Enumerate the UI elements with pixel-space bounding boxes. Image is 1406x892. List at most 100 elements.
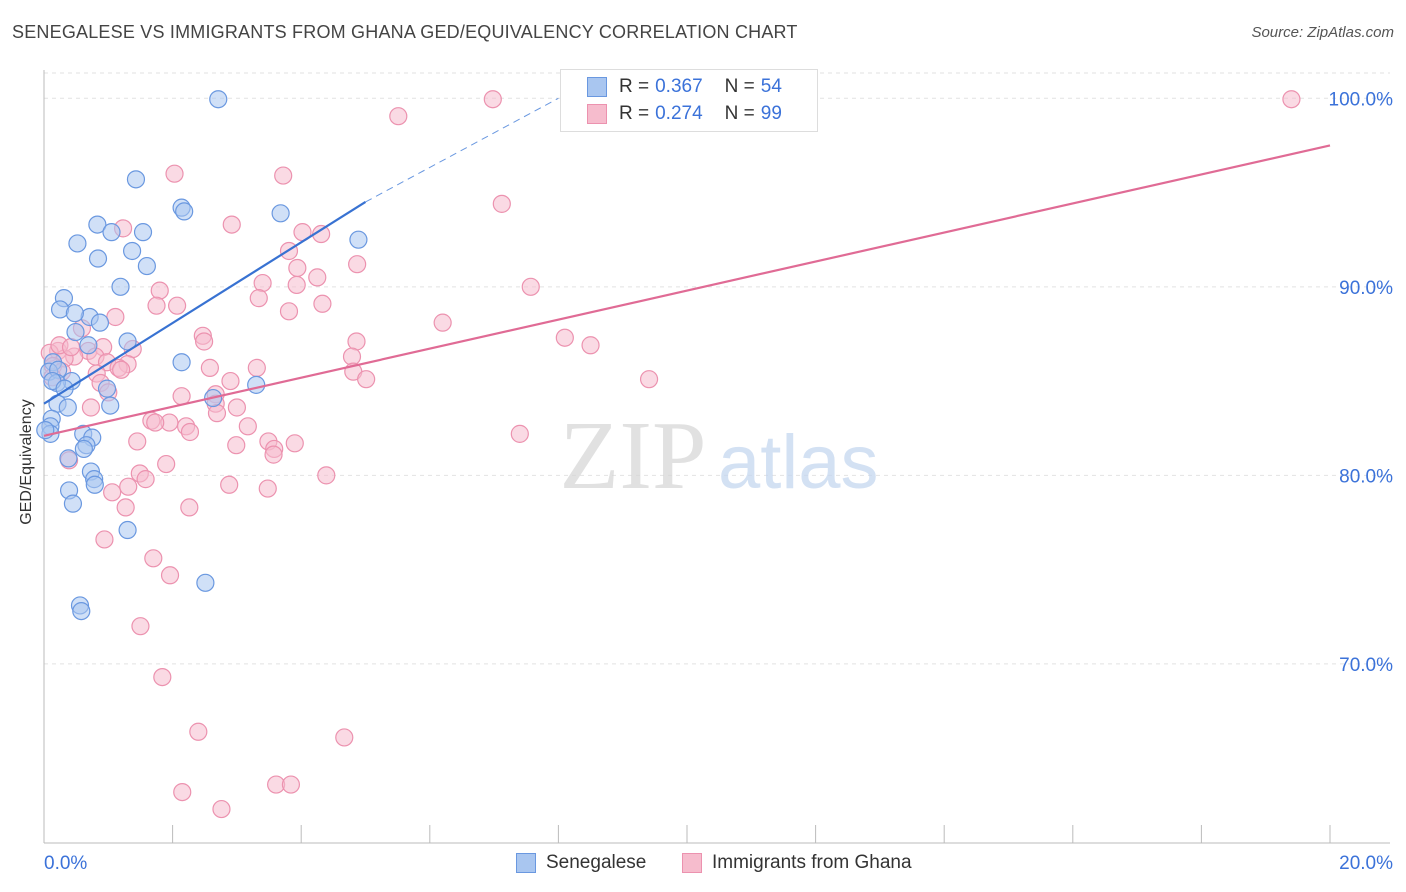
legend-r-value: 0.274 [655, 103, 703, 124]
legend: R = 0.367 N = 54 R = 0.274 N = 99 [560, 69, 818, 132]
legend-label-ghana: Immigrants from Ghana [712, 852, 912, 873]
senegalese-point [68, 234, 87, 253]
ghana-point [180, 422, 200, 442]
legend-n-value: 54 [760, 76, 782, 97]
ghana-point [173, 782, 192, 802]
ghana-point [1282, 90, 1301, 109]
senegalese-point [175, 202, 194, 221]
senegalese-point [85, 475, 104, 494]
senegalese-point [247, 375, 266, 394]
ghana-point [258, 479, 277, 498]
ghana-point [168, 296, 187, 315]
ghana-point [207, 404, 227, 423]
ghana-point [131, 617, 150, 636]
ghana-point [61, 338, 81, 357]
ghana-point [347, 332, 366, 351]
legend-item-ghana[interactable]: Immigrants from Ghana [682, 852, 912, 874]
ghana-point [119, 477, 138, 496]
ghana-point [510, 424, 529, 443]
senegalese-point [90, 313, 110, 332]
ghana-point [247, 358, 266, 377]
ghana-point [357, 370, 376, 389]
tick-labels: 70.0% 80.0% 90.0% 100.0% 0.0% 20.0% [44, 89, 1393, 874]
ghana-point [195, 332, 214, 351]
grid-lines [44, 72, 1390, 665]
y-tick-label: 80.0% [1339, 466, 1393, 487]
ghana-point [150, 281, 169, 300]
senegalese-point [111, 277, 130, 296]
legend-n-value: 99 [760, 103, 782, 124]
legend-swatch-blue [587, 77, 607, 97]
legend-swatch-blue [516, 853, 536, 873]
senegalese-point [65, 304, 84, 323]
ghana-point [317, 466, 336, 485]
senegalese-point [126, 170, 146, 189]
ghana-point [144, 549, 163, 568]
ghana-point [136, 470, 155, 489]
senegalese-point [66, 322, 85, 342]
senegalese-trendline [43, 201, 367, 405]
ghana-point [521, 277, 540, 296]
x-tick-label-max: 20.0% [1339, 853, 1393, 874]
senegalese-point [172, 353, 191, 372]
legend-r-label: R = [619, 103, 650, 124]
ghana-point [274, 166, 293, 185]
y-tick-label: 90.0% [1339, 278, 1393, 299]
ghana-point [581, 336, 600, 355]
ghana-point [146, 413, 165, 432]
ghana-point [95, 530, 114, 549]
ghana-point [285, 434, 304, 453]
ghana-point [112, 360, 131, 379]
bottom-legend: Senegalese Immigrants from Ghana [0, 852, 1406, 878]
senegalese-point [88, 249, 108, 268]
ghana-trendline [43, 144, 1331, 437]
legend-n-label: N = [724, 103, 755, 124]
senegalese-point [118, 520, 137, 540]
senegalese-point [122, 241, 142, 261]
senegalese-point [79, 336, 98, 355]
watermark-atlas: atlas [718, 420, 879, 505]
ghana-point [639, 370, 659, 389]
ghana-point [342, 347, 362, 366]
watermark-zip: ZIP [560, 402, 707, 510]
ghana-point [153, 667, 172, 687]
ghana-point [288, 258, 307, 278]
senegalese-point [50, 300, 70, 319]
ghana-point [492, 194, 511, 213]
senegalese-point [63, 494, 83, 513]
senegalese-point [72, 601, 91, 621]
ghana-point [555, 328, 574, 347]
ghana-point [433, 313, 452, 332]
legend-n-label: N = [724, 76, 755, 97]
ghana-point [147, 296, 166, 315]
ghana-point [212, 799, 231, 819]
ghana-point [335, 728, 354, 747]
ghana-point [313, 294, 332, 313]
legend-swatch-pink [587, 104, 607, 124]
ghana-point [160, 566, 180, 585]
senegalese-point [74, 439, 93, 459]
x-tick-label-min: 0.0% [44, 853, 87, 874]
ghana-point [348, 255, 367, 274]
ghana-point [81, 398, 101, 417]
axes [43, 70, 1390, 844]
ghana-point [200, 358, 219, 377]
legend-item-senegalese[interactable]: Senegalese [516, 852, 646, 874]
senegalese-point [137, 256, 156, 276]
senegalese-point [102, 223, 121, 242]
ghana-point [222, 215, 241, 234]
legend-r-label: R = [619, 76, 650, 97]
senegalese-points [36, 90, 368, 621]
trendlines [43, 97, 1331, 437]
legend-row-senegalese: R = 0.367 N = 54 [587, 74, 782, 100]
legend-swatch-pink [682, 853, 702, 873]
senegalese-trendline-extension [365, 97, 559, 203]
ghana-point [287, 275, 306, 295]
legend-label-senegalese: Senegalese [546, 852, 647, 873]
legend-r-value: 0.367 [655, 76, 703, 97]
source-label: Source: ZipAtlas.com [1251, 24, 1394, 41]
y-axis-label: GED/Equivalency [18, 399, 35, 524]
senegalese-point [58, 398, 77, 417]
senegalese-point [133, 223, 153, 242]
